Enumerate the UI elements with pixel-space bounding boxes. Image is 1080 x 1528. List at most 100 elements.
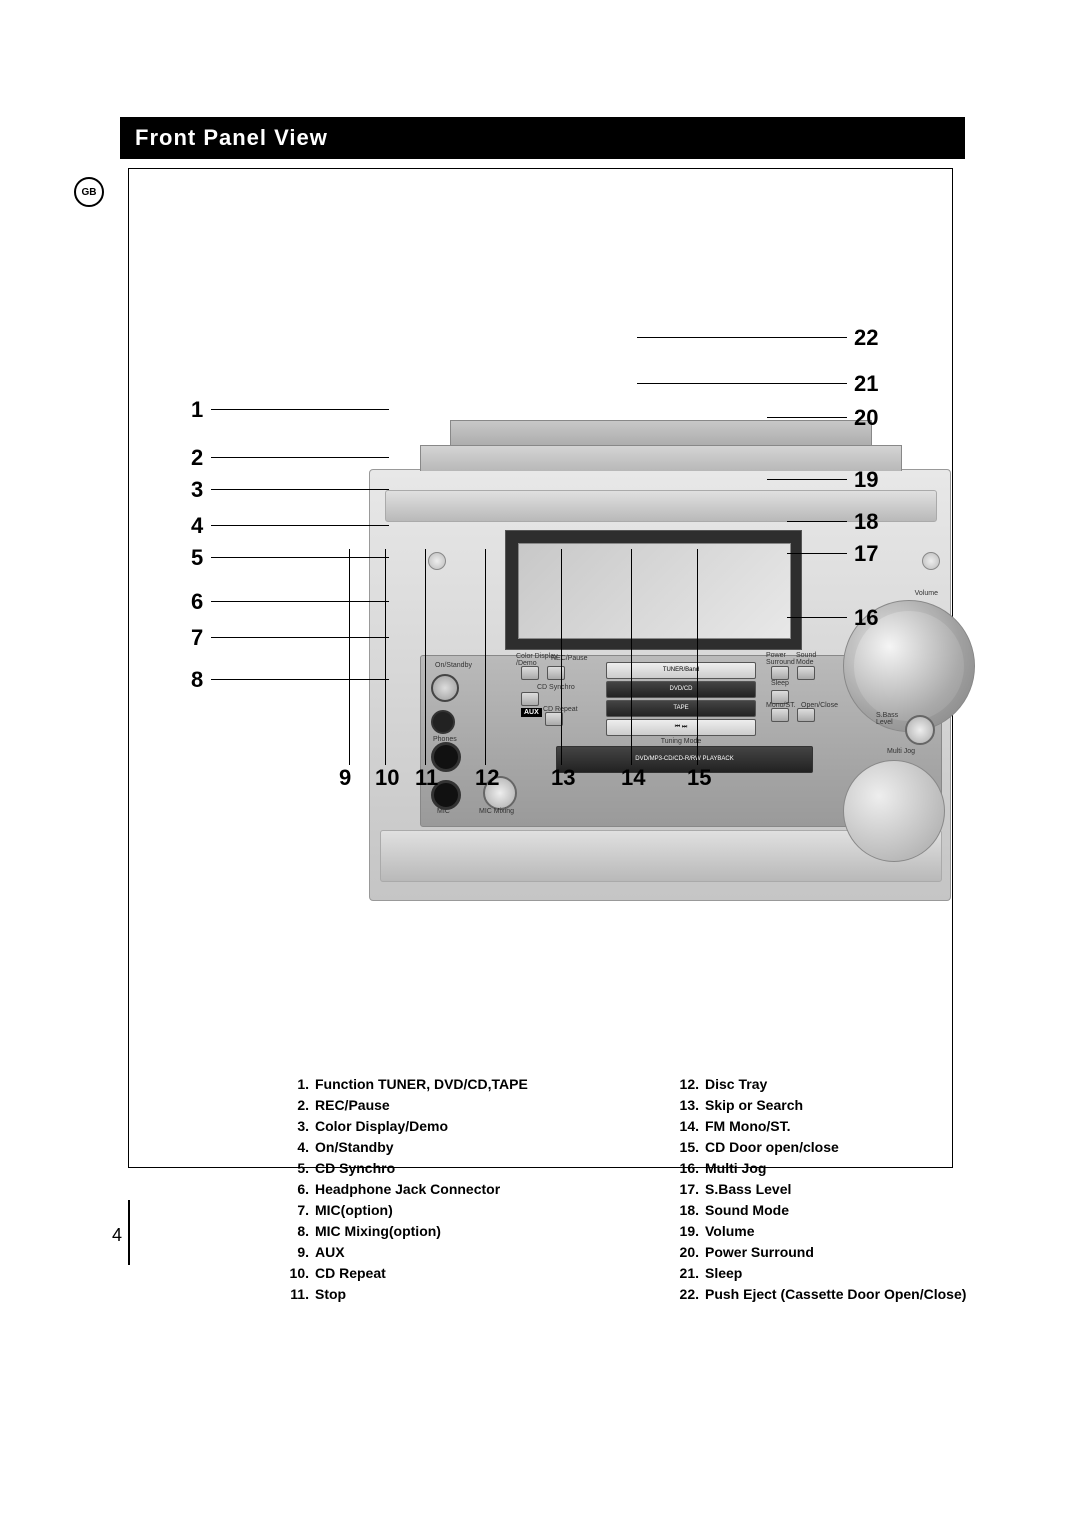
stop-btn	[431, 710, 455, 734]
leader	[211, 557, 389, 558]
legend-num: 13.	[669, 1095, 705, 1116]
callout-15: 15	[687, 765, 711, 791]
power-surround-label: Power Surround	[766, 652, 796, 666]
multijog-knob	[843, 760, 945, 862]
display-screen	[518, 543, 791, 639]
color-display-btn	[521, 666, 539, 680]
legend-row: 13.Skip or Search	[669, 1095, 1059, 1116]
callout-13: 13	[551, 765, 575, 791]
callout-6: 6	[191, 589, 203, 615]
leader	[485, 549, 486, 765]
callout-12: 12	[475, 765, 499, 791]
legend-num: 11.	[279, 1284, 315, 1305]
legend-text: FM Mono/ST.	[705, 1116, 791, 1137]
legend-row: 15.CD Door open/close	[669, 1137, 1059, 1158]
callout-21: 21	[854, 371, 878, 397]
legend-row: 16.Multi Jog	[669, 1158, 1059, 1179]
legend-num: 12.	[669, 1074, 705, 1095]
callout-5: 5	[191, 545, 203, 571]
legend-text: Push Eject (Cassette Door Open/Close)	[705, 1284, 966, 1305]
leader	[697, 549, 698, 765]
open-close-label: Open/Close	[801, 702, 838, 709]
leader	[637, 383, 847, 384]
leader	[787, 521, 847, 522]
callout-4: 4	[191, 513, 203, 539]
legend-text: REC/Pause	[315, 1095, 390, 1116]
screw-icon	[428, 552, 446, 570]
legend-text: Skip or Search	[705, 1095, 803, 1116]
page-root: Front Panel View GB On/Standby Phones	[0, 0, 1080, 1528]
rec-pause-label: REC/Pause	[551, 655, 588, 662]
multijog-label: Multi Jog	[887, 748, 915, 755]
legend-num: 6.	[279, 1179, 315, 1200]
legend-row: 17.S.Bass Level	[669, 1179, 1059, 1200]
legend-num: 16.	[669, 1158, 705, 1179]
legend-text: Sound Mode	[705, 1200, 789, 1221]
diagram-box: On/Standby Phones MIC MIC Mixing Color D…	[128, 168, 953, 1168]
legend-row: 10.CD Repeat	[279, 1263, 669, 1284]
legend-text: CD Repeat	[315, 1263, 386, 1284]
legend-text: CD Door open/close	[705, 1137, 839, 1158]
sound-mode-btn	[797, 666, 815, 680]
mono-st-btn	[771, 708, 789, 722]
disc-tray: DVD/MP3-CD/CD-R/RW PLAYBACK	[556, 746, 813, 773]
leader	[631, 549, 632, 765]
dvd-cd-btn: DVD/CD	[606, 681, 756, 698]
right-btns-row2	[771, 708, 821, 722]
screw-icon	[922, 552, 940, 570]
callout-19: 19	[854, 467, 878, 493]
legend-row: 7.MIC(option)	[279, 1200, 669, 1221]
legend-text: Stop	[315, 1284, 346, 1305]
mic-label: MIC	[437, 808, 450, 815]
leader	[211, 637, 389, 638]
legend-row: 5.CD Synchro	[279, 1158, 669, 1179]
leader	[349, 549, 350, 765]
callout-8: 8	[191, 667, 203, 693]
skip-search-btn: ⏮ ⏭	[606, 719, 756, 736]
leader	[211, 489, 389, 490]
gb-badge: GB	[74, 177, 104, 207]
legend-text: Multi Jog	[705, 1158, 766, 1179]
legend-num: 19.	[669, 1221, 705, 1242]
rec-pause-btn	[547, 666, 565, 680]
legend-num: 5.	[279, 1158, 315, 1179]
legend-row: 4.On/Standby	[279, 1137, 669, 1158]
cd-synchro-btn	[521, 692, 539, 706]
legend-text: AUX	[315, 1242, 345, 1263]
callout-1: 1	[191, 397, 203, 423]
legend-num: 4.	[279, 1137, 315, 1158]
legend-num: 9.	[279, 1242, 315, 1263]
legend-row: 3.Color Display/Demo	[279, 1116, 669, 1137]
legend-text: Sleep	[705, 1263, 742, 1284]
legend-row: 11.Stop	[279, 1284, 669, 1305]
leader	[211, 601, 389, 602]
legend-num: 3.	[279, 1116, 315, 1137]
callout-20: 20	[854, 405, 878, 431]
legend-col-left: 1.Function TUNER, DVD/CD,TAPE2.REC/Pause…	[279, 1074, 669, 1305]
legend-num: 1.	[279, 1074, 315, 1095]
cd-synchro-label: CD Synchro	[537, 684, 575, 691]
legend-num: 15.	[669, 1137, 705, 1158]
onstandby-knob	[431, 674, 459, 702]
open-close-btn	[797, 708, 815, 722]
leader	[211, 409, 389, 410]
legend-text: Power Surround	[705, 1242, 814, 1263]
legend-num: 10.	[279, 1263, 315, 1284]
callout-10: 10	[375, 765, 399, 791]
page-num-bar	[128, 1200, 130, 1265]
mic-mix-label: MIC Mixing	[479, 808, 514, 815]
tape-btn: TAPE	[606, 700, 756, 717]
legend-num: 14.	[669, 1116, 705, 1137]
callout-3: 3	[191, 477, 203, 503]
legend-num: 21.	[669, 1263, 705, 1284]
power-surround-btn	[771, 666, 789, 680]
device-top-2	[450, 420, 872, 446]
legend-num: 17.	[669, 1179, 705, 1200]
legend-row: 14.FM Mono/ST.	[669, 1116, 1059, 1137]
leader	[767, 479, 847, 480]
leader	[561, 549, 562, 765]
sound-mode-label: Sound Mode	[796, 652, 826, 666]
page-title: Front Panel View	[120, 117, 965, 159]
sleep-label: Sleep	[771, 680, 789, 687]
legend-text: MIC Mixing(option)	[315, 1221, 441, 1242]
